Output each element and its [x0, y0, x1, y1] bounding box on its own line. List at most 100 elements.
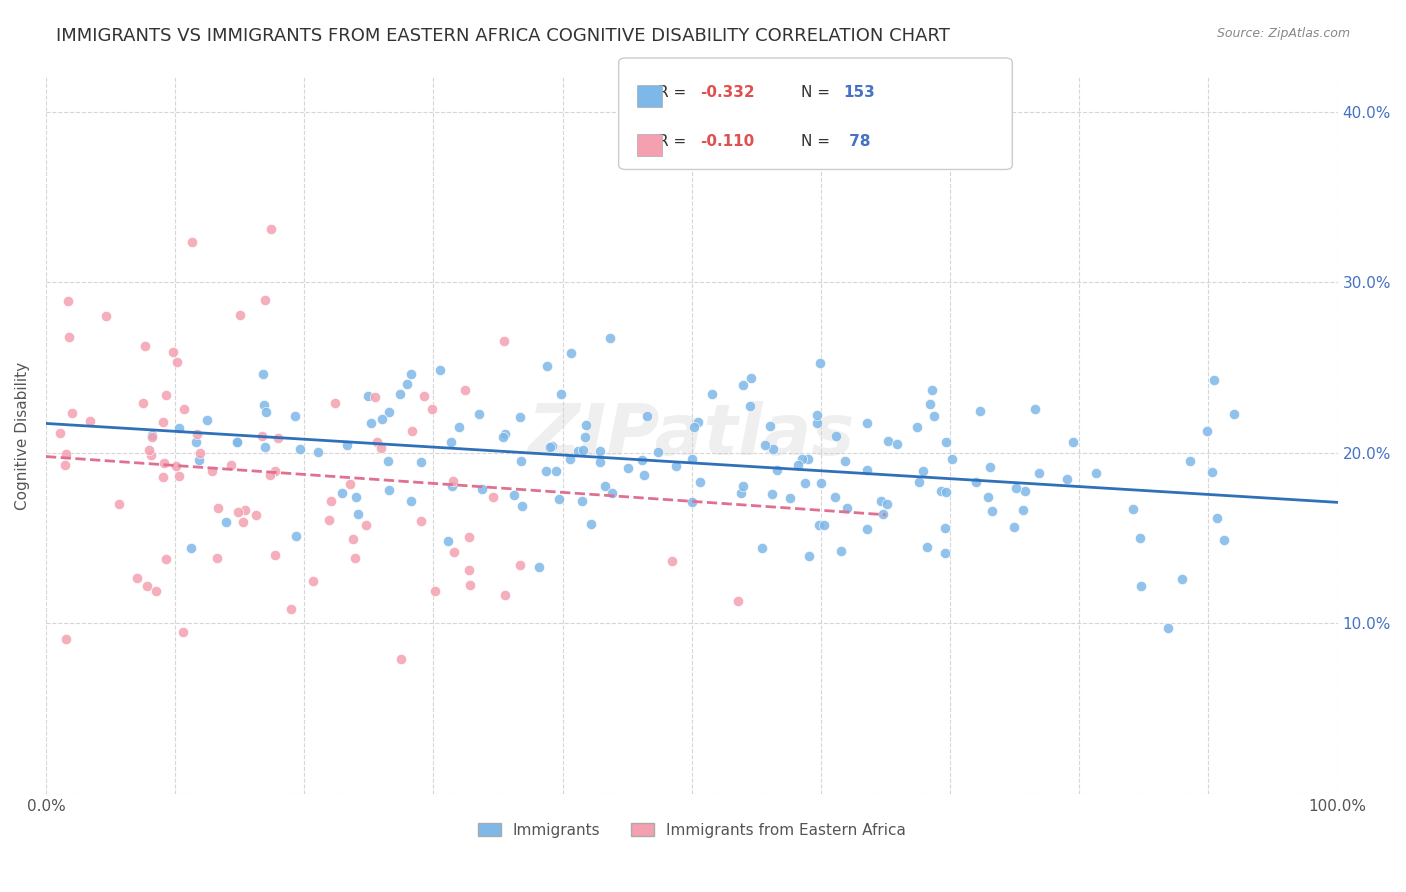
Immigrants from Eastern Africa — [301, 574, 323, 589]
Immigrants — [856, 416, 879, 430]
Immigrants from Eastern Africa — [339, 477, 361, 491]
Immigrants — [538, 441, 561, 455]
Immigrants from Eastern Africa — [343, 551, 366, 566]
Y-axis label: Cognitive Disability: Cognitive Disability — [15, 361, 30, 510]
Immigrants — [307, 444, 329, 458]
Immigrants from Eastern Africa — [458, 577, 481, 591]
Immigrants from Eastern Africa — [152, 456, 174, 470]
Immigrants — [440, 478, 463, 492]
Immigrants — [593, 478, 616, 492]
Immigrants from Eastern Africa — [425, 583, 447, 598]
Immigrants from Eastern Africa — [96, 309, 118, 323]
Immigrants — [356, 389, 378, 403]
Immigrants from Eastern Africa — [186, 426, 208, 441]
Immigrants from Eastern Africa — [229, 309, 252, 323]
Immigrants from Eastern Africa — [366, 435, 388, 450]
Immigrants from Eastern Africa — [152, 469, 174, 483]
Immigrants — [731, 479, 754, 493]
Immigrants from Eastern Africa — [264, 549, 287, 563]
Immigrants from Eastern Africa — [219, 458, 242, 473]
Immigrants — [824, 429, 846, 443]
Immigrants — [1129, 531, 1152, 545]
Immigrants — [560, 345, 582, 359]
Immigrants — [1223, 408, 1246, 422]
Immigrants — [510, 499, 533, 513]
Immigrants from Eastern Africa — [233, 502, 256, 516]
Immigrants — [855, 522, 877, 536]
Immigrants — [934, 521, 956, 535]
Immigrants — [330, 486, 353, 500]
Immigrants — [1202, 373, 1225, 387]
Immigrants from Eastern Africa — [155, 388, 177, 402]
Immigrants from Eastern Africa — [49, 425, 72, 440]
Immigrants — [1012, 503, 1035, 517]
Immigrants from Eastern Africa — [138, 443, 160, 458]
Immigrants from Eastern Africa — [167, 469, 190, 483]
Immigrants from Eastern Africa — [267, 431, 290, 445]
Immigrants — [226, 434, 249, 449]
Immigrants from Eastern Africa — [494, 334, 516, 348]
Immigrants from Eastern Africa — [79, 414, 101, 428]
Immigrants — [252, 367, 274, 381]
Immigrants — [541, 439, 564, 453]
Immigrants from Eastern Africa — [457, 530, 479, 544]
Immigrants — [830, 544, 852, 558]
Immigrants from Eastern Africa — [201, 464, 224, 478]
Immigrants — [630, 453, 652, 467]
Immigrants from Eastern Africa — [108, 497, 131, 511]
Immigrants — [761, 487, 783, 501]
Immigrants from Eastern Africa — [661, 554, 683, 568]
Immigrants — [141, 427, 163, 442]
Immigrants — [254, 440, 277, 454]
Immigrants — [799, 549, 821, 563]
Immigrants — [1201, 465, 1223, 479]
Immigrants from Eastern Africa — [55, 458, 77, 473]
Text: Source: ZipAtlas.com: Source: ZipAtlas.com — [1216, 27, 1350, 40]
Immigrants — [754, 437, 776, 451]
Immigrants — [730, 485, 752, 500]
Immigrants — [1206, 511, 1229, 525]
Immigrants — [921, 384, 943, 398]
Immigrants — [929, 483, 952, 498]
Immigrants — [731, 378, 754, 392]
Immigrants — [180, 541, 202, 556]
Immigrants — [813, 517, 835, 532]
Immigrants — [253, 398, 276, 412]
Immigrants — [934, 546, 956, 560]
Immigrants — [870, 493, 893, 508]
Immigrants from Eastern Africa — [482, 491, 505, 505]
Immigrants — [824, 490, 846, 504]
Immigrants from Eastern Africa — [389, 652, 412, 666]
Immigrants — [187, 453, 209, 467]
Immigrants — [346, 490, 368, 504]
Immigrants — [681, 452, 703, 467]
Immigrants — [886, 437, 908, 451]
Immigrants — [1024, 401, 1046, 416]
Immigrants — [409, 455, 432, 469]
Immigrants — [439, 434, 461, 449]
Immigrants — [686, 415, 709, 429]
Immigrants — [336, 438, 359, 452]
Immigrants — [567, 444, 589, 458]
Immigrants from Eastern Africa — [443, 544, 465, 558]
Immigrants — [876, 497, 898, 511]
Immigrants — [467, 407, 489, 421]
Immigrants — [1002, 520, 1025, 534]
Immigrants from Eastern Africa — [226, 504, 249, 518]
Immigrants from Eastern Africa — [172, 624, 194, 639]
Immigrants — [589, 454, 612, 468]
Immigrants — [924, 409, 946, 424]
Legend: Immigrants, Immigrants from Eastern Africa: Immigrants, Immigrants from Eastern Afri… — [471, 816, 912, 844]
Immigrants — [751, 541, 773, 555]
Immigrants — [808, 356, 831, 370]
Text: -0.110: -0.110 — [700, 134, 755, 149]
Immigrants — [284, 409, 307, 424]
Immigrants — [184, 435, 207, 450]
Immigrants from Eastern Africa — [441, 474, 464, 488]
Immigrants from Eastern Africa — [135, 579, 157, 593]
Immigrants — [285, 529, 308, 543]
Immigrants from Eastern Africa — [232, 515, 254, 529]
Immigrants — [600, 486, 623, 500]
Immigrants — [550, 386, 572, 401]
Immigrants — [969, 404, 991, 418]
